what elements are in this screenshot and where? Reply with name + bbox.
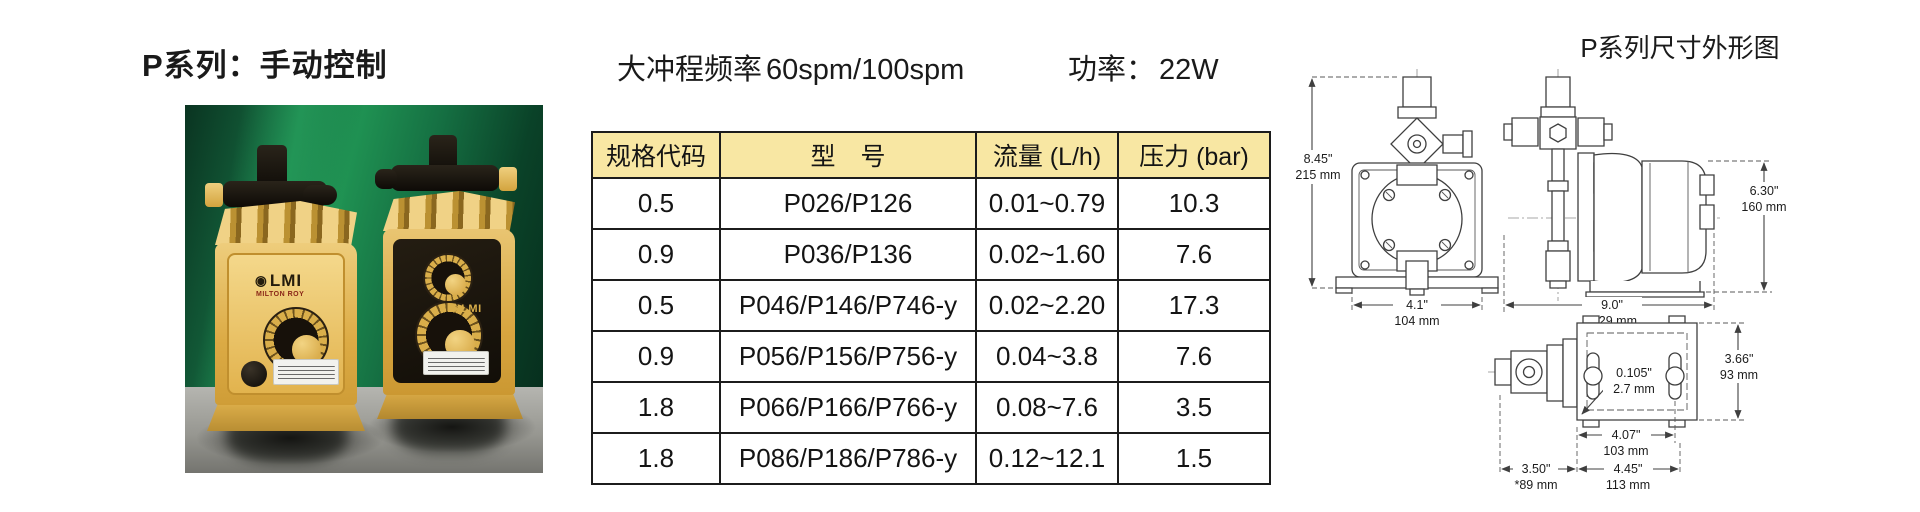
valve-bar-icon — [391, 165, 499, 191]
table-cell: P046/P146/P746-y — [719, 279, 977, 332]
power-spec: 功率： 22W — [1068, 46, 1219, 88]
dim-bottom-offset-in: 3.50" — [1522, 462, 1551, 476]
table-cell: 0.02~1.60 — [975, 228, 1119, 281]
dim-side-depth-in: 9.0" — [1601, 298, 1623, 312]
table-cell: P036/P136 — [719, 228, 977, 281]
brand-text: ◉ LMI — [451, 303, 482, 315]
dim-front-height-mm: 215 mm — [1295, 168, 1340, 182]
column-header-pressure: 压力 (bar) — [1117, 131, 1271, 179]
table-cell: 0.5 — [591, 177, 721, 230]
lmi-logo-icon: ◉ — [451, 303, 460, 313]
table-row: 0.5 P046/P146/P746-y 0.02~2.20 17.3 — [591, 279, 1271, 332]
stroke-frequency-value: 60spm/100spm — [766, 54, 965, 86]
table-cell: 17.3 — [1117, 279, 1271, 332]
speed-dial — [423, 253, 473, 303]
dim-bottom-slot-mm: 2.7 mm — [1613, 382, 1655, 396]
dim-bottom-width-in: 4.45" — [1614, 462, 1643, 476]
table-cell: 3.5 — [1117, 381, 1271, 434]
spec-sticker — [273, 359, 339, 385]
subbrand-text: MILTON ROY — [256, 291, 305, 298]
spec-sticker — [423, 351, 489, 375]
power-label: 功率： — [1068, 54, 1156, 86]
dim-bottom-slot-in: 0.105" — [1616, 366, 1652, 380]
dim-front-height-in: 8.45" — [1304, 152, 1333, 166]
lmi-logo-icon: ◉ — [255, 272, 268, 288]
dim-bottom-width-mm: 113 mm — [1606, 478, 1650, 492]
table-cell: 1.8 — [591, 432, 721, 485]
table-cell: 0.9 — [591, 228, 721, 281]
column-header-code: 规格代码 — [591, 131, 721, 179]
table-cell: 1.8 — [591, 381, 721, 434]
dim-side-height-mm: 160 mm — [1741, 200, 1786, 214]
table-cell: P066/P166/P766-y — [719, 381, 977, 434]
stroke-frequency-label: 大冲程频率 — [617, 54, 763, 86]
table-cell: 0.01~0.79 — [975, 177, 1119, 230]
dim-bottom-height-mm: 93 mm — [1720, 368, 1758, 382]
table-cell: 0.04~3.8 — [975, 330, 1119, 383]
table-cell: 7.6 — [1117, 228, 1271, 281]
side-view: 9.0" *229 mm 6.30" 160 mm — [1504, 69, 1793, 328]
table-cell: P056/P156/P756-y — [719, 330, 977, 383]
front-view: 8.45" 215 mm 4.1" 104 mm — [1290, 69, 1498, 328]
dim-bottom-offset-mm: *89 mm — [1514, 478, 1557, 492]
table-row: 0.9 P036/P136 0.02~1.60 7.6 — [591, 228, 1271, 281]
table-row: 0.9 P056/P156/P756-y 0.04~3.8 7.6 — [591, 330, 1271, 383]
dim-front-width-in: 4.1" — [1406, 298, 1428, 312]
table-row: 0.5 P026/P126 0.01~0.79 10.3 — [591, 177, 1271, 230]
spec-table: 规格代码 型 号 流量 (L/h) 压力 (bar) 0.5 P026/P126… — [591, 131, 1271, 485]
table-row: 1.8 P086/P186/P786-y 0.12~12.1 1.5 — [591, 432, 1271, 485]
table-cell: 0.5 — [591, 279, 721, 332]
dimension-drawing: 8.45" 215 mm 4.1" 104 mm — [1290, 55, 1793, 492]
dim-bottom-height-in: 3.66" — [1725, 352, 1754, 366]
table-cell: 7.6 — [1117, 330, 1271, 383]
dim-bottom-inner-in: 4.07" — [1612, 428, 1641, 442]
control-panel: ◉ LMI — [393, 239, 501, 383]
pump-fins — [215, 201, 357, 245]
power-value: 22W — [1159, 54, 1219, 86]
table-cell: P026/P126 — [719, 177, 977, 230]
column-header-model: 型 号 — [719, 131, 977, 179]
column-header-flow: 流量 (L/h) — [975, 131, 1119, 179]
table-cell: 0.08~7.6 — [975, 381, 1119, 434]
dim-bottom-inner-mm: 103 mm — [1603, 444, 1648, 458]
stroke-frequency-spec: 大冲程频率 60spm/100spm — [617, 46, 964, 88]
table-cell: 10.3 — [1117, 177, 1271, 230]
dim-front-width-mm: 104 mm — [1394, 314, 1439, 328]
stroke-knob — [241, 361, 267, 387]
table-cell: 0.12~12.1 — [975, 432, 1119, 485]
drawing-title: P系列尺寸外形图 — [1580, 33, 1780, 63]
brand-text: ◉ LMI — [255, 271, 303, 290]
product-photo: ◉ LMI MILTON ROY ◉ LMI — [185, 105, 543, 473]
bottom-view: 0.105" 2.7 mm 3.66" 93 mm 4.07" 103 mm 3… — [1488, 316, 1768, 492]
dim-side-height-in: 6.30" — [1750, 184, 1779, 198]
table-row: 1.8 P066/P166/P766-y 0.08~7.6 3.5 — [591, 381, 1271, 434]
table-cell: 1.5 — [1117, 432, 1271, 485]
page-title: P系列：手动控制 — [142, 48, 388, 83]
table-cell: 0.9 — [591, 330, 721, 383]
table-header-row: 规格代码 型 号 流量 (L/h) 压力 (bar) — [591, 131, 1271, 179]
table-cell: P086/P186/P786-y — [719, 432, 977, 485]
table-cell: 0.02~2.20 — [975, 279, 1119, 332]
